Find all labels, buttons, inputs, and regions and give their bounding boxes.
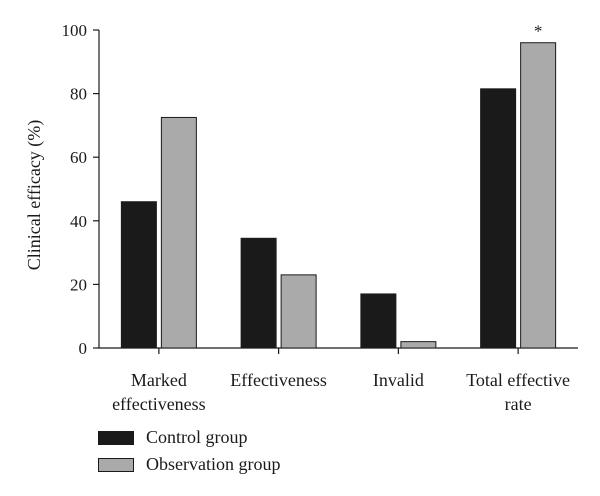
legend-swatch-control <box>98 430 134 445</box>
legend-item-control: Control group <box>98 424 280 451</box>
x-tick-label: Marked <box>131 370 187 390</box>
y-axis-title: Clinical efficacy (%) <box>24 120 45 271</box>
bar-control <box>480 88 517 349</box>
y-tick-label: 100 <box>62 21 88 40</box>
y-tick-label: 60 <box>70 148 87 167</box>
bar-observation <box>160 116 197 349</box>
legend-swatch-observation <box>98 457 134 472</box>
legend-label-control: Control group <box>146 427 248 447</box>
bar-observation <box>280 274 317 349</box>
x-tick-label: Total effective <box>466 370 570 390</box>
significance-marker: * <box>534 22 543 41</box>
x-tick-label: effectiveness <box>112 394 206 414</box>
bar-observation <box>520 42 557 349</box>
bar-observation <box>400 341 437 349</box>
y-tick-label: 0 <box>79 339 88 358</box>
legend-item-observation: Observation group <box>98 451 280 478</box>
x-tick-label: Invalid <box>373 370 424 390</box>
bar-control <box>120 201 157 349</box>
y-tick-label: 20 <box>70 275 87 294</box>
bar-control <box>240 237 277 349</box>
x-tick-label: Effectiveness <box>230 370 327 390</box>
y-tick-label: 40 <box>70 212 87 231</box>
legend: Control group Observation group <box>98 424 280 478</box>
x-tick-label: rate <box>505 394 532 414</box>
y-tick-label: 80 <box>70 85 87 104</box>
bar-control <box>360 293 397 349</box>
legend-label-observation: Observation group <box>146 454 281 474</box>
